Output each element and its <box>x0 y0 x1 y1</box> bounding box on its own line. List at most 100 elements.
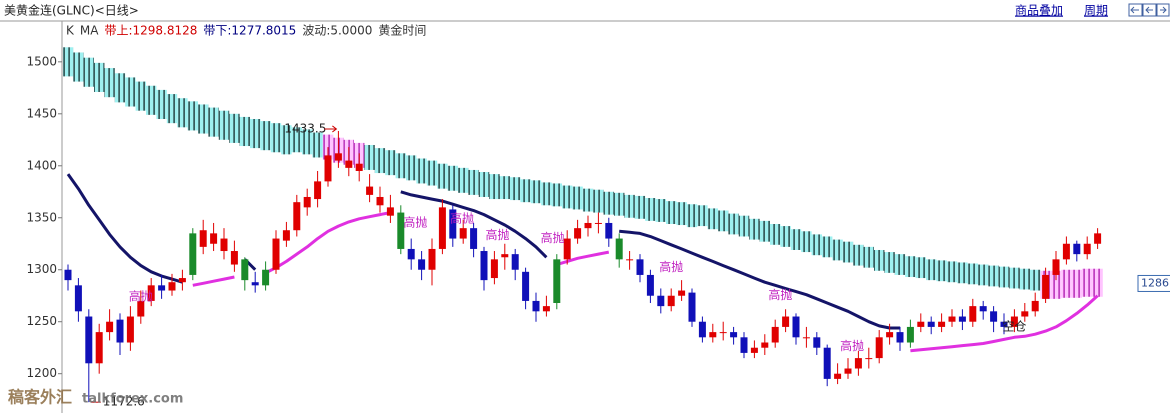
candle-body <box>262 269 270 286</box>
band-cell <box>718 210 729 232</box>
candle-body <box>210 233 218 244</box>
candle-body <box>334 153 342 161</box>
candle-body <box>116 319 124 343</box>
band-cell <box>426 160 438 186</box>
overlay-link[interactable]: 商品叠加 <box>1015 3 1063 18</box>
candle-body <box>771 326 779 343</box>
candle-body <box>698 321 706 338</box>
candle-body <box>657 295 665 307</box>
band-cell <box>863 246 874 268</box>
band-cell <box>458 167 469 193</box>
annotation: 高抛 <box>541 230 565 245</box>
candle-body <box>282 230 290 241</box>
candle-body <box>709 332 717 338</box>
candle-body <box>948 316 956 322</box>
indicator-text: 带下:1277.8015 <box>203 24 296 38</box>
candle-body <box>615 238 623 260</box>
band-cell <box>135 81 146 111</box>
band-cell <box>957 262 968 284</box>
indicator-text: K <box>66 24 75 38</box>
band-cell <box>187 101 198 131</box>
candle-body <box>314 181 322 200</box>
candle-body <box>802 337 810 339</box>
band-cell <box>94 62 105 92</box>
band-cell <box>634 195 646 219</box>
band-cell <box>697 205 708 227</box>
band-cell <box>946 261 958 283</box>
candle-body <box>750 347 758 353</box>
band-cell <box>686 204 698 228</box>
candle-body <box>1000 321 1008 327</box>
band-cell <box>374 148 386 174</box>
candle-body <box>553 259 561 304</box>
band-cell <box>1050 270 1062 299</box>
candle-body <box>158 285 166 291</box>
candle-body <box>678 290 686 296</box>
candle-body <box>376 196 384 206</box>
annotation: 高抛 <box>129 288 153 303</box>
band-cell <box>416 158 427 184</box>
candle-body <box>366 186 374 195</box>
candle-body <box>906 326 914 343</box>
band-cell <box>915 257 926 279</box>
candle-body <box>293 202 301 231</box>
candle-body <box>1042 274 1050 299</box>
band-cell <box>125 77 136 107</box>
high-label: 1433.5 <box>284 121 326 135</box>
band-cell <box>884 252 895 273</box>
candle-body <box>470 228 478 249</box>
band-cell <box>905 256 916 278</box>
band-cell <box>1030 269 1041 291</box>
candle-body <box>834 373 842 379</box>
band-cell <box>988 265 999 287</box>
band-cell <box>1019 268 1030 290</box>
band-cell <box>63 47 74 77</box>
candle-body <box>875 337 883 359</box>
y-tick-label: 1300 <box>26 262 57 276</box>
candle-body <box>137 300 145 317</box>
annotation: 高抛 <box>659 259 683 274</box>
band-cell <box>520 179 531 203</box>
band-cell <box>312 132 323 158</box>
period-link[interactable]: 周期 <box>1084 4 1108 18</box>
band-cell <box>936 260 947 282</box>
band-cell <box>1082 268 1093 297</box>
candle-body <box>106 321 114 333</box>
candle-body <box>490 259 498 279</box>
band-cell <box>770 224 781 245</box>
candle-body <box>428 248 436 270</box>
band-cell <box>562 185 573 209</box>
candle-body <box>646 274 654 296</box>
band-cell <box>385 150 396 176</box>
candle-body <box>272 238 280 270</box>
candle-body <box>990 311 998 322</box>
candle-body <box>865 358 873 360</box>
candle-body <box>823 347 831 379</box>
candle-body <box>438 207 446 249</box>
watermark: 稿客外汇 <box>8 388 72 407</box>
candle-body <box>397 212 405 249</box>
candle-body <box>979 306 987 312</box>
band-cell <box>1061 269 1072 298</box>
candle-body <box>854 358 862 369</box>
candle-body <box>74 285 82 312</box>
band-cell <box>166 94 178 124</box>
band-cell <box>478 172 490 197</box>
band-cell <box>603 191 614 215</box>
y-tick-label: 1450 <box>26 106 57 120</box>
candle-body <box>574 228 582 239</box>
axis-layer: 1200 1250 1300 1350 1400 1450 1500 <box>26 54 62 380</box>
candle-body <box>147 285 155 301</box>
band-cell <box>707 208 718 230</box>
band-cell <box>676 202 687 226</box>
candle-body <box>626 259 634 261</box>
candle-body <box>542 306 550 312</box>
indicator-text: MA <box>80 24 99 38</box>
candle-body <box>303 196 311 208</box>
nav-buttons[interactable] <box>1128 3 1170 17</box>
annotation: 高抛 <box>486 227 510 242</box>
band-cell <box>842 241 854 263</box>
candle-body <box>230 251 238 265</box>
